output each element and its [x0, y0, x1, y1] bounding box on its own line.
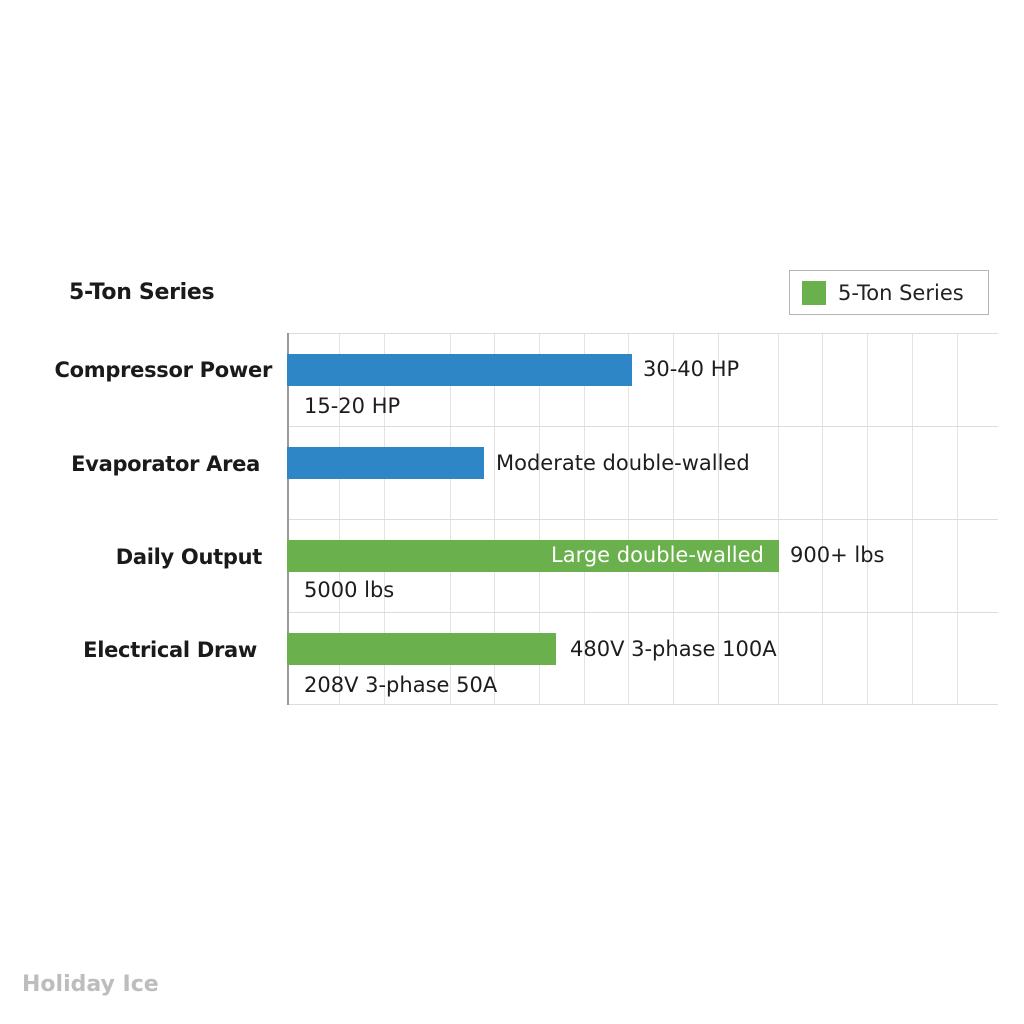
- bar-end-label: 30-40 HP: [643, 357, 740, 381]
- plot-area: 30-40 HP 15-20 HP Moderate double-walled…: [287, 333, 998, 705]
- watermark: Holiday Ice: [22, 972, 159, 997]
- bar-inside-label: Large double-walled: [551, 543, 764, 567]
- legend: 5-Ton Series: [789, 270, 989, 315]
- category-label-compressor-power: Compressor Power: [54, 358, 273, 382]
- legend-swatch-icon: [802, 280, 826, 305]
- gridline: [287, 519, 998, 520]
- bar-evaporator-area: [287, 447, 484, 479]
- gridline: [287, 426, 998, 427]
- bar-end-label: 900+ lbs: [790, 543, 885, 567]
- category-label-electrical-draw: Electrical Draw: [83, 638, 257, 662]
- bar-compressor-power: [287, 354, 632, 386]
- category-label-evaporator-area: Evaporator Area: [71, 452, 260, 476]
- y-axis-line: [287, 333, 289, 705]
- bar-below-label: 15-20 HP: [304, 394, 401, 418]
- gridline: [287, 704, 998, 705]
- legend-label: 5-Ton Series: [838, 280, 964, 305]
- gridline: [287, 612, 998, 613]
- category-label-daily-output: Daily Output: [115, 545, 263, 569]
- chart-title: 5-Ton Series: [69, 280, 215, 305]
- gridline: [287, 333, 998, 334]
- bar-end-label: Moderate double-walled: [496, 451, 750, 475]
- bar-below-label: 5000 lbs: [304, 578, 395, 602]
- bar-daily-output: [287, 540, 779, 572]
- bar-below-label: 208V 3-phase 50A: [304, 673, 498, 697]
- bar-electrical-draw: [287, 633, 556, 665]
- bar-end-label: 480V 3-phase 100A: [570, 637, 777, 661]
